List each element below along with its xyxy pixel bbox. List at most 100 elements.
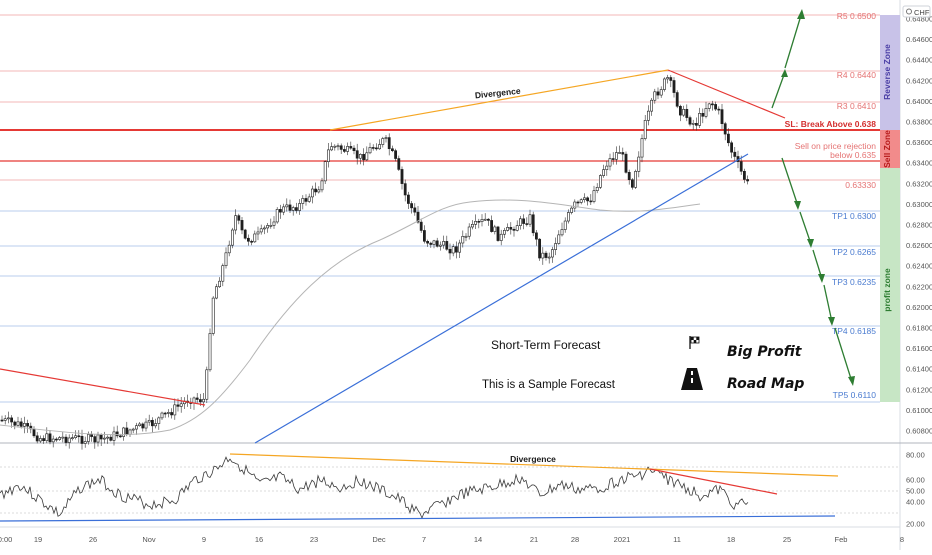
candle (234, 209, 238, 235)
descending-trendline (0, 368, 206, 406)
candle (349, 141, 353, 150)
candle (247, 234, 250, 246)
sl-label: SL: Break Above 0.638 (785, 119, 877, 129)
candle (390, 145, 394, 153)
candle (541, 247, 545, 265)
arrowhead-icon (794, 201, 801, 210)
candle (624, 151, 628, 174)
candle (26, 419, 30, 433)
candle (106, 435, 110, 444)
tp4-label: TP4 0.6185 (832, 326, 876, 336)
candle (544, 250, 548, 261)
candle (227, 240, 231, 257)
divergence-label-price: Divergence (474, 86, 521, 101)
candle (531, 211, 535, 237)
candle (64, 434, 68, 447)
candle (330, 142, 334, 152)
candle (371, 144, 375, 151)
candle (678, 104, 682, 122)
candle (726, 128, 730, 147)
price-tick-label: 0.64800 (906, 15, 932, 24)
oscillator-pane[interactable]: Divergence (0, 453, 900, 522)
candle (259, 224, 263, 235)
candle (477, 218, 481, 229)
candle (733, 146, 737, 161)
candle (650, 98, 654, 116)
candle (656, 87, 660, 100)
candle (298, 199, 302, 215)
candle (432, 239, 436, 249)
r4-label: R4 0.6440 (837, 70, 876, 80)
candle (509, 222, 513, 235)
candle (317, 186, 321, 194)
arrowhead-icon (828, 317, 835, 326)
candle (58, 435, 62, 441)
price-tick-label: 0.60800 (906, 427, 932, 436)
candle (352, 145, 356, 155)
candle (589, 194, 593, 205)
reverse-zone (880, 15, 900, 130)
candle (282, 203, 286, 216)
candle (237, 213, 241, 225)
oscillator-resistance-line (649, 468, 778, 495)
candle (550, 246, 554, 263)
osc-tick-label: 60.00 (906, 476, 925, 485)
candle (320, 177, 324, 193)
candle (42, 435, 46, 444)
price-tick-label: 0.63600 (906, 138, 932, 147)
candle (413, 203, 417, 216)
candle (614, 146, 618, 165)
candle (135, 422, 138, 435)
candle (515, 220, 519, 232)
candle (534, 229, 538, 246)
price-tick-label: 0.61600 (906, 344, 932, 353)
currency-badge[interactable]: CHF (902, 5, 931, 18)
candle (714, 101, 718, 112)
oscillator-axis[interactable]: 80.00 60.00 50.00 40.00 20.00 (906, 451, 925, 529)
candle (112, 426, 116, 446)
candle (19, 417, 23, 429)
candle (275, 207, 279, 224)
candle (496, 225, 500, 242)
candle (669, 75, 673, 88)
time-axis[interactable]: 0:00 19 26 Nov 9 16 23 Dec 7 14 21 28 2021 11 18 25 Feb 8 (0, 535, 904, 544)
forecast-title: Short-Term Forecast (491, 338, 601, 352)
candlestick-series[interactable] (0, 74, 750, 450)
candle (445, 235, 449, 251)
candle (426, 239, 430, 247)
candle (435, 237, 439, 248)
candle (470, 220, 474, 230)
sell-zone (880, 130, 900, 168)
time-tick-label: 16 (255, 535, 263, 544)
candle (7, 411, 10, 424)
time-tick-label: Feb (835, 535, 848, 544)
candle (458, 239, 462, 258)
forecast-subtitle: This is a Sample Forecast (482, 379, 616, 391)
divergence-line-oscillator (229, 453, 839, 477)
candle (160, 411, 164, 420)
candle (218, 277, 222, 288)
tp3-label: TP3 0.6235 (832, 277, 876, 287)
candle (438, 241, 442, 251)
price-tick-label: 0.63800 (906, 118, 932, 127)
candle (22, 416, 26, 434)
candle (67, 434, 71, 449)
arrowhead-icon (848, 376, 855, 386)
price-tick-label: 0.63400 (906, 159, 932, 168)
candle (451, 243, 455, 257)
candle (333, 144, 337, 151)
time-tick-label: 25 (783, 535, 791, 544)
candle (358, 153, 362, 165)
candle (634, 169, 638, 190)
candle (570, 206, 574, 215)
price-axis[interactable]: 0.64800 0.64600 0.64400 0.64200 0.64000 0.638… (906, 15, 932, 436)
up-arrow-segment (784, 11, 803, 69)
candle (611, 152, 615, 165)
candle (93, 433, 97, 449)
resistance-line (667, 69, 786, 119)
osc-tick-label: 50.00 (906, 487, 925, 496)
candle (563, 217, 567, 233)
candle (608, 153, 612, 171)
